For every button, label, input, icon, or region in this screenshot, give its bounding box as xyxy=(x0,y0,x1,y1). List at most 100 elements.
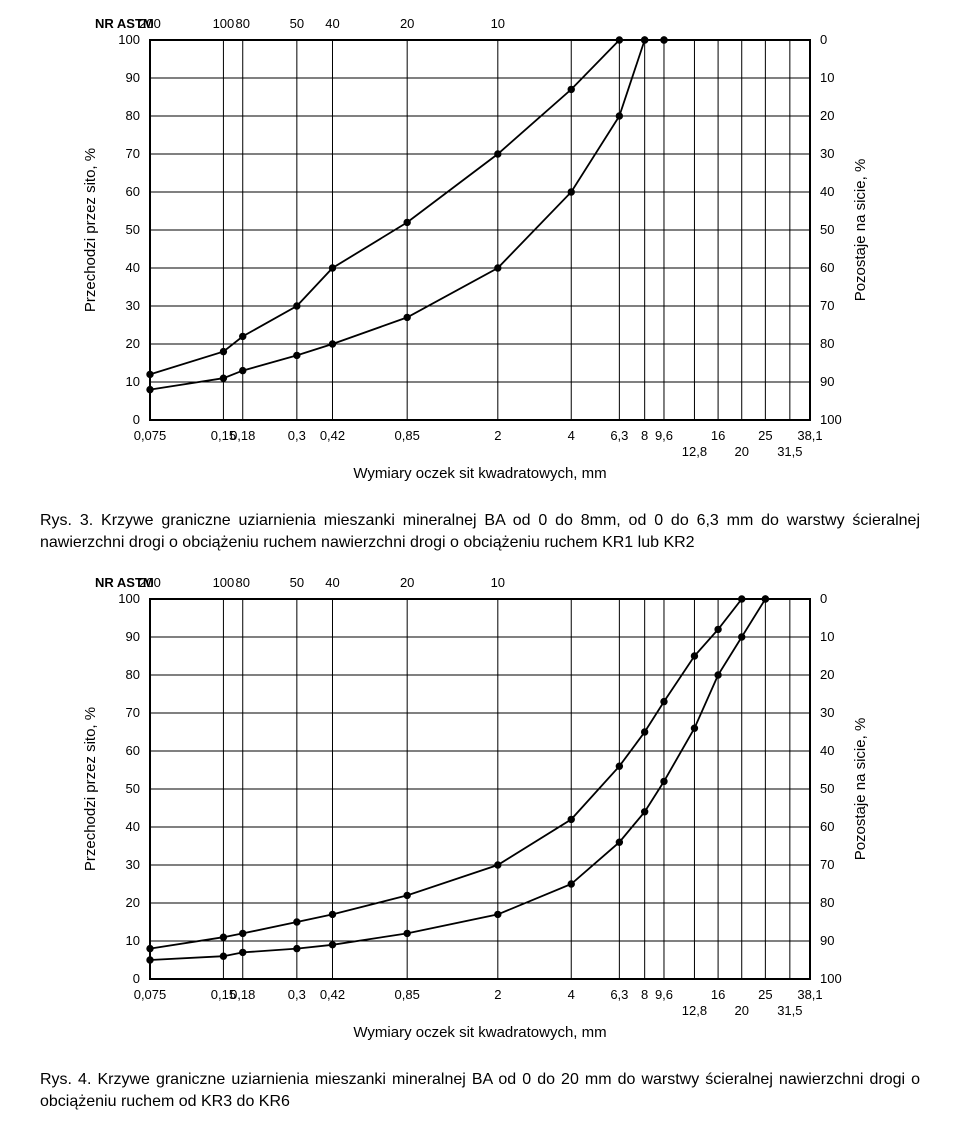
svg-text:20: 20 xyxy=(400,575,414,590)
svg-text:12,8: 12,8 xyxy=(682,1003,707,1018)
svg-text:50: 50 xyxy=(290,575,304,590)
svg-text:0,18: 0,18 xyxy=(230,428,255,443)
svg-text:80: 80 xyxy=(236,575,250,590)
svg-text:70: 70 xyxy=(820,857,834,872)
svg-text:25: 25 xyxy=(758,428,772,443)
svg-text:20: 20 xyxy=(400,16,414,31)
svg-text:40: 40 xyxy=(325,16,339,31)
svg-text:0,18: 0,18 xyxy=(230,987,255,1002)
svg-text:40: 40 xyxy=(820,184,834,199)
svg-text:0,3: 0,3 xyxy=(288,428,306,443)
svg-text:Przechodzi przez sito, %: Przechodzi przez sito, % xyxy=(82,148,99,312)
svg-text:16: 16 xyxy=(711,428,725,443)
svg-text:40: 40 xyxy=(820,743,834,758)
svg-text:Pozostaje na sicie, %: Pozostaje na sicie, % xyxy=(852,717,869,860)
svg-text:100: 100 xyxy=(213,16,235,31)
svg-text:100: 100 xyxy=(118,32,140,47)
svg-text:25: 25 xyxy=(758,987,772,1002)
chart-2-caption: Rys. 4. Krzywe graniczne uziarnienia mie… xyxy=(10,1069,950,1114)
svg-text:60: 60 xyxy=(820,819,834,834)
svg-text:90: 90 xyxy=(126,70,140,85)
svg-text:10: 10 xyxy=(820,629,834,644)
svg-text:90: 90 xyxy=(820,933,834,948)
svg-text:90: 90 xyxy=(126,629,140,644)
svg-text:0,42: 0,42 xyxy=(320,428,345,443)
svg-text:10: 10 xyxy=(820,70,834,85)
svg-text:50: 50 xyxy=(290,16,304,31)
svg-text:9,6: 9,6 xyxy=(655,987,673,1002)
svg-text:2: 2 xyxy=(494,428,501,443)
svg-text:200: 200 xyxy=(139,575,161,590)
svg-text:10: 10 xyxy=(491,575,505,590)
svg-text:80: 80 xyxy=(820,336,834,351)
svg-text:100: 100 xyxy=(820,971,842,986)
svg-text:31,5: 31,5 xyxy=(777,444,802,459)
svg-text:0: 0 xyxy=(820,32,827,47)
svg-text:0: 0 xyxy=(820,591,827,606)
chart-1-svg: NR ASTM200100805040201001020304050607080… xyxy=(10,10,950,490)
svg-text:0,42: 0,42 xyxy=(320,987,345,1002)
svg-text:6,3: 6,3 xyxy=(610,987,628,1002)
svg-text:70: 70 xyxy=(126,146,140,161)
svg-text:Wymiary oczek sit kwadratowych: Wymiary oczek sit kwadratowych, mm xyxy=(353,1024,606,1041)
svg-text:6,3: 6,3 xyxy=(610,428,628,443)
chart-2-svg: NR ASTM200100805040201001020304050607080… xyxy=(10,569,950,1049)
svg-text:0,3: 0,3 xyxy=(288,987,306,1002)
svg-text:38,1: 38,1 xyxy=(797,428,822,443)
svg-text:9,6: 9,6 xyxy=(655,428,673,443)
chart-1-caption: Rys. 3. Krzywe graniczne uziarnienia mie… xyxy=(10,510,950,555)
svg-text:30: 30 xyxy=(820,705,834,720)
svg-text:50: 50 xyxy=(126,781,140,796)
svg-text:200: 200 xyxy=(139,16,161,31)
svg-text:4: 4 xyxy=(568,428,575,443)
svg-text:20: 20 xyxy=(734,444,748,459)
svg-text:8: 8 xyxy=(641,987,648,1002)
chart-1-block: NR ASTM200100805040201001020304050607080… xyxy=(10,10,950,490)
chart-2-block: NR ASTM200100805040201001020304050607080… xyxy=(10,569,950,1049)
svg-text:20: 20 xyxy=(734,1003,748,1018)
svg-text:Przechodzi przez sito, %: Przechodzi przez sito, % xyxy=(82,707,99,871)
svg-text:50: 50 xyxy=(820,781,834,796)
svg-text:20: 20 xyxy=(126,336,140,351)
svg-text:0: 0 xyxy=(133,412,140,427)
svg-text:30: 30 xyxy=(126,857,140,872)
svg-text:31,5: 31,5 xyxy=(777,1003,802,1018)
svg-text:0,85: 0,85 xyxy=(395,987,420,1002)
svg-text:4: 4 xyxy=(568,987,575,1002)
svg-text:50: 50 xyxy=(820,222,834,237)
svg-text:16: 16 xyxy=(711,987,725,1002)
svg-text:40: 40 xyxy=(126,819,140,834)
svg-text:40: 40 xyxy=(325,575,339,590)
svg-text:80: 80 xyxy=(126,108,140,123)
svg-text:2: 2 xyxy=(494,987,501,1002)
svg-text:60: 60 xyxy=(126,184,140,199)
svg-text:100: 100 xyxy=(118,591,140,606)
svg-text:60: 60 xyxy=(126,743,140,758)
svg-text:12,8: 12,8 xyxy=(682,444,707,459)
svg-text:100: 100 xyxy=(213,575,235,590)
svg-text:60: 60 xyxy=(820,260,834,275)
svg-text:Wymiary oczek sit kwadratowych: Wymiary oczek sit kwadratowych, mm xyxy=(353,465,606,482)
svg-text:10: 10 xyxy=(491,16,505,31)
svg-text:0,075: 0,075 xyxy=(134,428,167,443)
svg-text:20: 20 xyxy=(126,895,140,910)
svg-text:50: 50 xyxy=(126,222,140,237)
svg-text:80: 80 xyxy=(236,16,250,31)
svg-text:100: 100 xyxy=(820,412,842,427)
svg-text:10: 10 xyxy=(126,933,140,948)
svg-text:10: 10 xyxy=(126,374,140,389)
svg-text:80: 80 xyxy=(126,667,140,682)
svg-text:70: 70 xyxy=(126,705,140,720)
svg-text:Pozostaje na sicie, %: Pozostaje na sicie, % xyxy=(852,159,869,302)
svg-text:38,1: 38,1 xyxy=(797,987,822,1002)
svg-text:70: 70 xyxy=(820,298,834,313)
svg-text:80: 80 xyxy=(820,895,834,910)
svg-text:0: 0 xyxy=(133,971,140,986)
svg-text:90: 90 xyxy=(820,374,834,389)
svg-text:30: 30 xyxy=(820,146,834,161)
svg-text:0,85: 0,85 xyxy=(395,428,420,443)
svg-text:20: 20 xyxy=(820,667,834,682)
svg-text:8: 8 xyxy=(641,428,648,443)
svg-text:20: 20 xyxy=(820,108,834,123)
svg-text:30: 30 xyxy=(126,298,140,313)
